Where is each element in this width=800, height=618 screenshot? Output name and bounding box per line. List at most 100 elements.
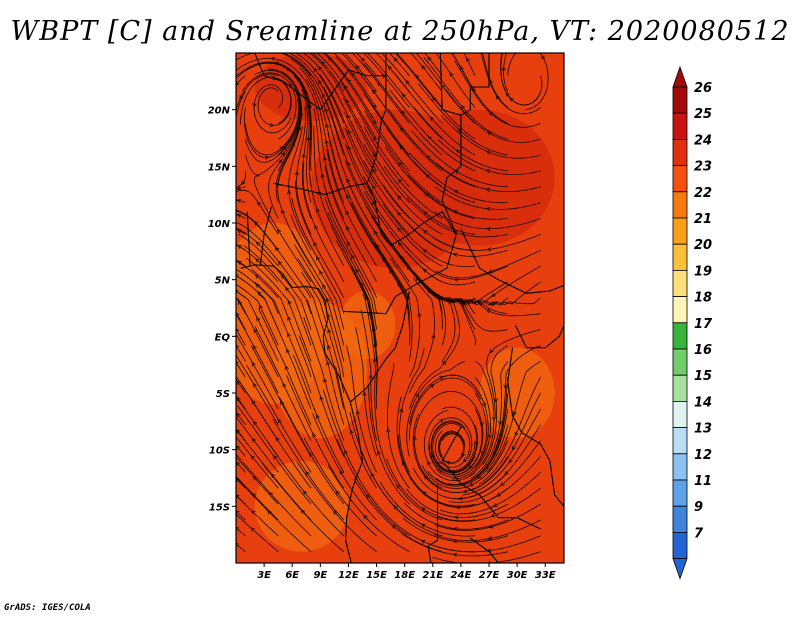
streamline-arrow-225: [372, 152, 377, 158]
streamline-arrow-255: [372, 104, 377, 110]
y-tick-label: 10S: [209, 446, 230, 457]
streamline-arrow-179: [491, 301, 497, 306]
streamline-arrow-5: [363, 514, 368, 520]
streamline-arrow-229: [485, 206, 491, 212]
colorbar-segment: [672, 191, 688, 219]
streamline-arrow-27: [421, 507, 427, 512]
colorbar: 26 25 24 23 22 21 20 19 18 17 16 15 14 13 12 11 9 7: [672, 65, 713, 580]
border-line-3: [460, 53, 490, 116]
streamline-arrow-303: [328, 57, 333, 62]
colorbar-label: 14: [694, 395, 712, 410]
streamline-arrow-205: [372, 184, 377, 190]
streamline-arrow-172: [277, 228, 282, 234]
border-line-2: [439, 53, 462, 235]
streamline-arrow-289: [495, 94, 500, 100]
streamline-292: [236, 57, 312, 92]
streamline-arrow-155: [381, 256, 387, 262]
streamline-arrow-182: [281, 209, 286, 215]
streamline-arrow-295: [387, 65, 393, 71]
streamline-arrow-153: [316, 255, 321, 261]
streamline-arrow-72: [282, 382, 287, 388]
streamline-arrow-263: [318, 79, 323, 85]
streamline-arrow-216: [397, 178, 403, 184]
streamline-arrow-170: [236, 274, 239, 279]
streamline-arrow-151: [255, 283, 260, 288]
streamline-arrow-92: [286, 348, 291, 354]
streamline-arrow-51: [251, 437, 257, 443]
streamline-arrow-250: [280, 151, 286, 157]
streamline-arrow-62: [280, 400, 285, 406]
streamline-arrow-128: [498, 420, 503, 426]
streamline-arrow-273: [313, 67, 318, 73]
y-tick-label: 15N: [208, 162, 231, 173]
streamline-arrow-219: [485, 226, 491, 231]
streamline-arrow-178: [460, 298, 465, 304]
streamline-arrow-306: [427, 56, 432, 61]
x-tick-label: 15E: [366, 570, 387, 581]
colorbar-segment: [672, 243, 688, 271]
streamline-arrow-95: [441, 360, 447, 366]
streamline-arrow-116: [481, 402, 486, 408]
streamline-arrow-203: [320, 172, 325, 178]
streamline-arrow-240: [240, 180, 246, 186]
streamline-arrow-103: [327, 328, 332, 334]
streamline-91: [236, 333, 279, 410]
streamline-arrow-301: [239, 94, 244, 100]
streamline-arrow-247: [427, 135, 433, 141]
border-line-9: [469, 537, 499, 563]
streamline-arrow-17: [420, 523, 426, 528]
x-tick-label: 12E: [338, 570, 359, 581]
streamline-arrow-22: [270, 473, 276, 478]
border-line-6: [507, 347, 564, 507]
streamline-arrow-33: [308, 451, 313, 457]
colorbar-segment: [672, 322, 688, 350]
colorbar-label: 25: [694, 107, 712, 122]
y-axis: 20N 15N 10N 5N EQ 5S 10S 15S: [208, 106, 236, 513]
streamline-arrow-292: [270, 56, 276, 61]
streamline-arrow-160: [236, 289, 239, 294]
colorbar-label: 12: [694, 448, 712, 463]
y-tick-label: 15S: [209, 502, 230, 513]
border-line-7: [441, 426, 541, 530]
streamline-300: [236, 75, 246, 86]
streamline-arrow-183: [315, 207, 320, 213]
streamline-30: [236, 494, 246, 505]
streamline-arrow-55: [399, 407, 404, 413]
streamline-arrow-75: [429, 384, 435, 389]
border-line-10: [514, 324, 564, 349]
streamline-arrow-174: [345, 225, 350, 231]
streamline-arrow-61: [253, 420, 258, 426]
colorbar-segment: [672, 348, 688, 376]
streamline-arrow-180: [237, 260, 243, 265]
streamline-arrow-130: [236, 328, 240, 333]
streamline-arrow-260: [282, 146, 287, 151]
streamline-arrow-41: [250, 455, 256, 460]
colorbar-segment: [672, 479, 688, 507]
streamline-arrow-63: [319, 395, 324, 401]
streamline-arrow-305: [393, 57, 398, 63]
streamline-arrow-221: [291, 141, 295, 147]
streamline-arrow-222: [306, 136, 311, 141]
streamline-arrow-102: [287, 332, 291, 338]
streamline-arrow-282: [274, 61, 280, 66]
streamline-arrow-101: [252, 344, 257, 350]
streamline-arrow-108: [492, 452, 497, 458]
streamline-arrow-171: [255, 258, 260, 263]
colorbar-label: 22: [694, 186, 712, 201]
border-line-8: [427, 483, 439, 563]
colorbar-segment: [672, 532, 688, 560]
streamline-arrow-202: [294, 170, 299, 176]
streamline-arrow-194: [345, 194, 350, 199]
streamline-arrow-74: [368, 373, 373, 379]
border-line-12: [273, 182, 368, 196]
x-tick-label: 18E: [394, 570, 415, 581]
streamline-71: [236, 375, 279, 441]
streamline-arrow-89: [504, 470, 509, 476]
streamline-arrow-204: [346, 177, 351, 183]
streamline-arrow-131: [259, 304, 264, 310]
streamline-arrow-105: [431, 333, 436, 339]
x-tick-label: 27E: [479, 570, 500, 581]
streamline-arrow-26: [396, 483, 401, 489]
streamline-302: [236, 53, 312, 76]
